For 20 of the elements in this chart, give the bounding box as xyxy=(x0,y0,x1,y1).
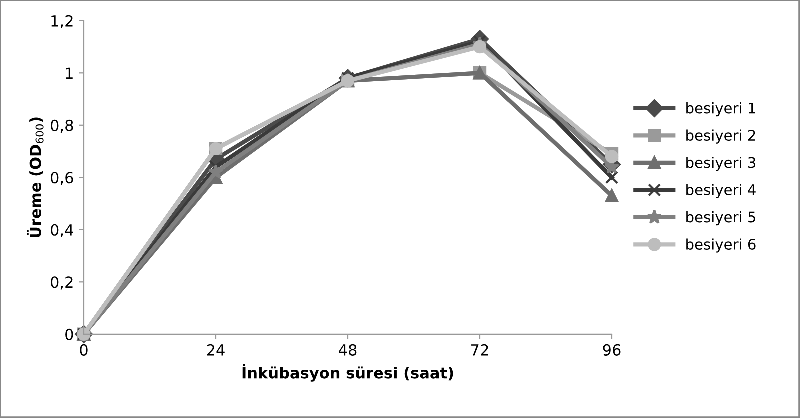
legend-label: besiyeri 4 xyxy=(686,184,756,198)
y-tick-label: 0 xyxy=(66,328,74,340)
legend-label: besiyeri 1 xyxy=(686,102,756,117)
y-tick-label: 0,8 xyxy=(50,120,74,133)
legend-label: besiyeri 3 xyxy=(686,156,756,172)
x-tick-label: 48 xyxy=(339,344,357,356)
x-tick-label: 24 xyxy=(207,344,225,356)
legend-label: besiyeri 6 xyxy=(686,238,756,253)
y-tick-label: 1 xyxy=(66,68,73,79)
x-tick-label: 0 xyxy=(80,344,88,356)
y-tick-label: 0,4 xyxy=(50,224,74,238)
y-tick-label: 0,2 xyxy=(50,276,73,290)
x-axis-title: İnkübasyon süresi (saat) xyxy=(242,364,454,382)
y-axis-title: Üreme (OD$_{600}$) xyxy=(27,118,44,238)
x-tick-label: 72 xyxy=(472,344,488,356)
legend-label: besiyeri 2 xyxy=(686,130,756,144)
legend-label: besiyeri 5 xyxy=(686,211,756,226)
x-tick-label: 96 xyxy=(603,344,621,356)
y-tick-label: 0,6 xyxy=(50,172,74,186)
y-tick-label: 1,2 xyxy=(52,15,73,28)
